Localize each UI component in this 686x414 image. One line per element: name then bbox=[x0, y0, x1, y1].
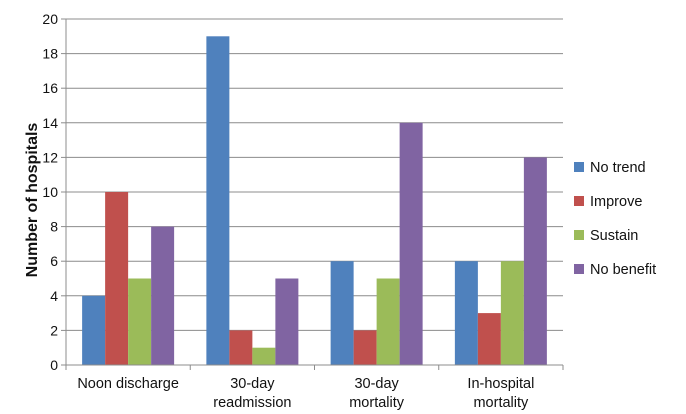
y-tick-label: 18 bbox=[42, 46, 58, 62]
bar-improve bbox=[229, 330, 253, 365]
bar-sustain bbox=[376, 278, 400, 365]
bar-no-trend bbox=[82, 295, 106, 365]
x-category-label: Noon discharge bbox=[77, 376, 179, 392]
bar-no-benefit bbox=[151, 226, 175, 365]
y-tick-label: 4 bbox=[50, 288, 58, 304]
y-tick-labels: 0 2 4 6 8 10 12 14 16 18 20 bbox=[42, 11, 58, 373]
bars bbox=[82, 36, 547, 366]
bar-sustain bbox=[500, 261, 524, 365]
bar-no-trend bbox=[206, 36, 230, 366]
bar-no-trend bbox=[330, 261, 354, 365]
x-category-label: readmission bbox=[213, 395, 291, 411]
legend-swatch bbox=[574, 162, 584, 172]
y-tick-label: 6 bbox=[50, 253, 58, 269]
x-category-label: In-hospital bbox=[467, 376, 534, 392]
x-category-label: mortality bbox=[349, 395, 405, 411]
bar-improve bbox=[105, 192, 129, 365]
legend: No trend Improve Sustain No benefit bbox=[574, 160, 656, 278]
bar-improve bbox=[353, 330, 377, 365]
bar-sustain bbox=[128, 278, 152, 365]
legend-label: Sustain bbox=[590, 228, 638, 244]
bar-no-benefit bbox=[275, 278, 299, 365]
x-category-labels: Noon discharge 30-day readmission 30-day mor… bbox=[77, 376, 534, 411]
bar-no-benefit bbox=[523, 157, 547, 365]
y-tick-label: 0 bbox=[50, 357, 58, 373]
y-tick-label: 12 bbox=[42, 149, 58, 165]
y-tick-label: 10 bbox=[42, 184, 58, 200]
legend-label: No benefit bbox=[590, 262, 656, 278]
y-tick-label: 8 bbox=[50, 219, 58, 235]
legend-swatch bbox=[574, 196, 584, 206]
bar-no-benefit bbox=[399, 122, 423, 365]
legend-swatch bbox=[574, 264, 584, 274]
x-category-label: 30-day bbox=[230, 376, 275, 392]
y-tick-label: 2 bbox=[50, 322, 58, 338]
bar-improve bbox=[477, 313, 501, 365]
y-tick-label: 20 bbox=[42, 11, 58, 27]
legend-label: No trend bbox=[590, 160, 646, 176]
legend-swatch bbox=[574, 230, 584, 240]
bar-no-trend bbox=[454, 261, 478, 365]
y-axis-label: Number of hospitals bbox=[24, 123, 41, 278]
y-tick-label: 14 bbox=[42, 115, 58, 131]
legend-label: Improve bbox=[590, 194, 642, 210]
axes bbox=[61, 18, 564, 370]
x-category-label: mortality bbox=[473, 395, 529, 411]
x-category-label: 30-day bbox=[354, 376, 399, 392]
bar-sustain bbox=[252, 347, 276, 365]
y-tick-label: 16 bbox=[42, 80, 58, 96]
